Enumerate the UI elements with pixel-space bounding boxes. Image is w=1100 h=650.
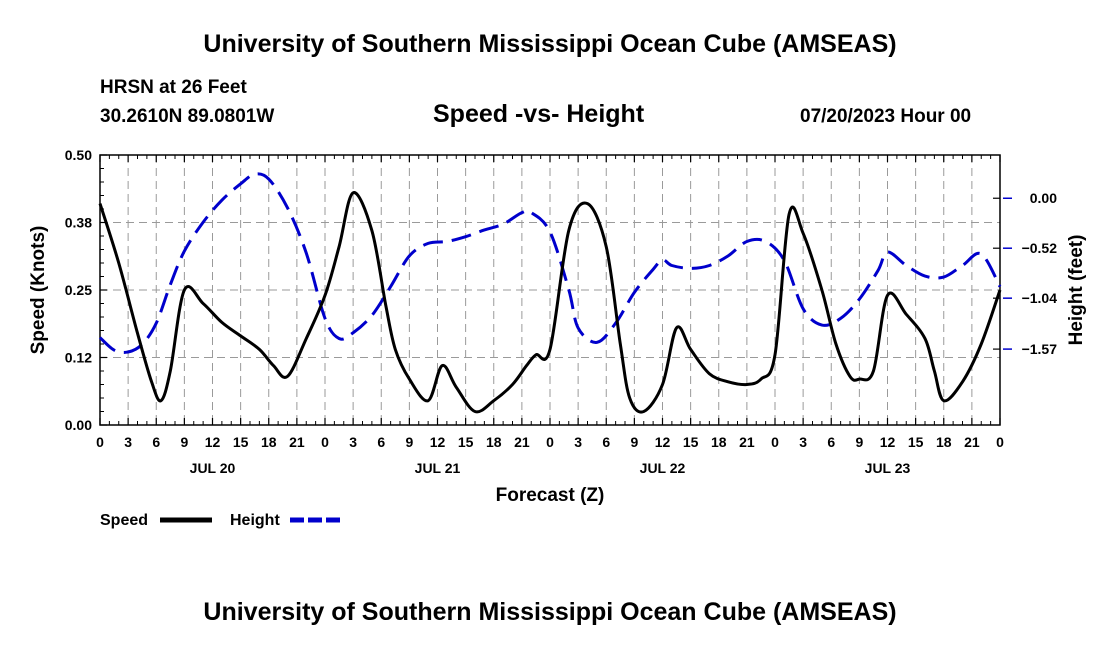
x-tick-label: 6 <box>377 434 385 450</box>
y2-tick-label: −0.52 <box>1022 240 1058 256</box>
x-tick-label: 18 <box>711 434 727 450</box>
x-tick-label: 21 <box>289 434 305 450</box>
x-tick-label: 6 <box>602 434 610 450</box>
y2-tick-label: −1.04 <box>1022 290 1058 306</box>
x-tick-label: 0 <box>546 434 554 450</box>
x-tick-label: 0 <box>96 434 104 450</box>
x-tick-label: 18 <box>936 434 952 450</box>
x-tick-label: 6 <box>152 434 160 450</box>
axis-labels: 0 3 6 9 12 15 18 21 0 3 6 9 12 15 18 21 0 3 6 9 12 15 18 21 0 3 6 9… <box>65 147 1057 476</box>
y-tick-label: 0.12 <box>65 350 92 366</box>
series-lines <box>98 172 1002 414</box>
x-tick-label: 0 <box>996 434 1004 450</box>
x-tick-label: 3 <box>799 434 807 450</box>
x-tick-label: 12 <box>880 434 896 450</box>
x-tick-label: 6 <box>827 434 835 450</box>
x-tick-label: 21 <box>964 434 980 450</box>
x-tick-label: 9 <box>855 434 863 450</box>
day-label: JUL 20 <box>190 460 236 476</box>
y2-axis-title: Height (feet) <box>1066 235 1087 346</box>
y-axis-title: Speed (Knots) <box>28 226 49 355</box>
chart-subtitle: Speed -vs- Height <box>433 100 645 128</box>
forecast-datetime: 07/20/2023 Hour 00 <box>800 106 972 127</box>
y-tick-label: 0.50 <box>65 147 92 163</box>
x-tick-label: 15 <box>233 434 249 450</box>
x-tick-label: 12 <box>205 434 221 450</box>
legend-speed-label: Speed <box>100 512 148 529</box>
y-tick-label: 0.25 <box>65 282 92 298</box>
x-tick-label: 18 <box>486 434 502 450</box>
height-series-line <box>98 172 1002 354</box>
y-tick-label: 0.38 <box>65 215 92 231</box>
axis-ticks <box>99 154 1012 426</box>
x-tick-label: 0 <box>771 434 779 450</box>
x-tick-label: 15 <box>683 434 699 450</box>
x-tick-label: 0 <box>321 434 329 450</box>
x-tick-label: 12 <box>655 434 671 450</box>
legend-height-label: Height <box>230 512 280 529</box>
x-tick-label: 9 <box>405 434 413 450</box>
x-tick-label: 21 <box>739 434 755 450</box>
day-label: JUL 21 <box>415 460 461 476</box>
speed-series-line <box>98 191 1002 414</box>
x-tick-label: 15 <box>908 434 924 450</box>
x-tick-label: 12 <box>430 434 446 450</box>
station-label: HRSN at 26 Feet <box>100 77 247 98</box>
x-tick-label: 15 <box>458 434 474 450</box>
footer-title: University of Southern Mississippi Ocean… <box>203 598 897 626</box>
x-tick-label: 9 <box>180 434 188 450</box>
x-tick-label: 21 <box>514 434 530 450</box>
day-label: JUL 22 <box>640 460 686 476</box>
x-tick-label: 3 <box>124 434 132 450</box>
coordinates-label: 30.2610N 89.0801W <box>100 106 275 127</box>
y2-tick-label: −1.57 <box>1022 341 1058 357</box>
x-tick-label: 18 <box>261 434 277 450</box>
main-title: University of Southern Mississippi Ocean… <box>203 30 897 58</box>
legend: Speed Height <box>100 512 342 529</box>
x-tick-label: 3 <box>349 434 357 450</box>
x-axis-title: Forecast (Z) <box>496 485 605 506</box>
y-tick-label: 0.00 <box>65 417 92 433</box>
day-label: JUL 23 <box>865 460 911 476</box>
x-tick-label: 9 <box>630 434 638 450</box>
x-tick-label: 3 <box>574 434 582 450</box>
y2-tick-label: 0.00 <box>1030 190 1057 206</box>
